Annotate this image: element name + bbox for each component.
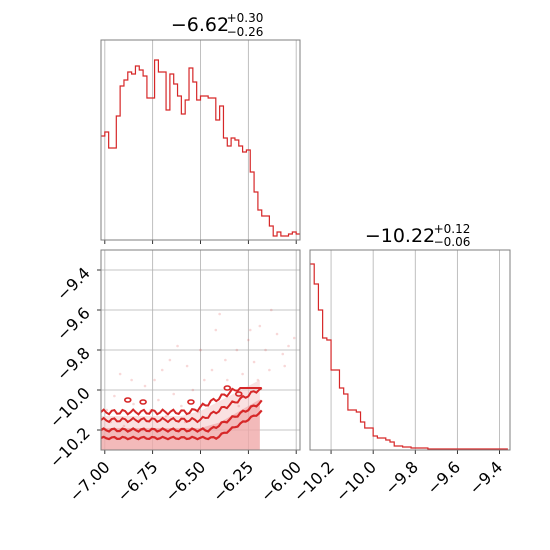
param-1-histogram [101,59,300,237]
joint-sample-point [248,328,252,332]
p3-y-tick-label: −9.6 [53,303,94,344]
p4-tick-label: −9.8 [381,457,422,498]
joint-contour-island [223,385,232,391]
joint-sample-point [275,332,279,336]
param-1-marginal-panel: −6.62 +0.30 −0.26 [100,11,301,244]
param-2-histogram [310,263,508,450]
param-2-title-lower: −0.06 [434,235,471,249]
param-2-title: −10.22 [365,225,435,247]
joint-sample-point [199,348,202,352]
p3-x-tick-label: −7.00 [66,457,114,505]
joint-sample-point [191,388,195,392]
p4-tick-label: −10.0 [332,457,380,505]
joint-sample-point [264,348,267,352]
joint-contour-island [139,399,147,405]
joint-contour-line [100,399,263,433]
joint-sample-point [168,358,172,362]
joint-sample-point [247,338,250,342]
joint-sample-point [172,392,176,396]
joint-sample-point [268,368,271,372]
joint-contour-line [100,387,263,424]
p4-tick-label: −9.4 [465,457,506,498]
joint-sample-point [130,378,133,382]
p3-y-tick-label: −9.8 [53,343,94,384]
joint-sample-point [210,368,214,372]
joint-sample-point [292,336,296,340]
joint-sample-point [256,378,260,382]
joint-frame [100,249,301,451]
p3-x-tick-label: −6.25 [209,457,257,505]
joint-sample-point [153,378,156,382]
joint-contour-line [100,409,263,441]
joint-sample-point [143,384,147,388]
joint-sample-point [160,368,164,372]
joint-sample-point [113,394,116,398]
joint-sample-point [287,344,290,348]
joint-sample-point [122,424,126,428]
p3-y-tick-label: −10.2 [46,423,94,471]
joint-sample-point [237,404,241,408]
p3-x-tick-label: −6.75 [113,457,161,505]
param-1-title-upper: +0.30 [227,11,264,25]
joint-sample-point [252,360,256,364]
param-1-frame [100,39,301,241]
joint-sample-point [185,364,189,368]
joint-sample-point [241,372,244,376]
joint-sample-point [224,358,227,362]
p3-y-tick-label: −9.4 [53,263,94,304]
param-2-marginal-panel: −10.2−10.0 −9.8 −9.6 −9.4 −10.22 +0.12 −0.0… [290,222,511,505]
joint-contour-island [187,399,195,405]
joint-sample-point [118,372,122,376]
p3-x-tick-label: −6.50 [161,457,209,505]
joint-contour-line [100,387,262,416]
joint-sample-point [214,328,218,332]
joint-sample-point [283,364,286,368]
param-2-title-upper: +0.12 [434,222,471,236]
joint-sample-point [235,348,239,352]
param-2-frame [309,249,511,451]
joint-sample-point [157,398,160,402]
joint-contours [100,385,263,441]
joint-sample-point [164,414,168,418]
joint-contour-island [123,397,132,403]
param-1-title-lower: −0.26 [227,25,264,39]
joint-sample-point [132,402,135,406]
joint-sample-point [225,378,229,382]
joint-2d-panel: −7.00 −6.75 −6.50 −6.25 −6.00−9.4−9.6−9.8−10… [46,249,305,505]
joint-sample-point [105,408,109,412]
joint-sample-point [258,324,262,328]
param-1-title: −6.62 [171,14,229,36]
joint-sample-point [203,378,206,382]
joint-sample-point [176,344,179,348]
joint-sample-point [180,404,183,408]
p3-y-tick-label: −10.0 [46,383,94,431]
joint-sample-point [269,308,273,312]
joint-sample-point [281,352,285,356]
joint-contour-island [234,391,243,397]
p4-tick-label: −9.6 [423,457,464,498]
joint-sample-point [218,312,221,316]
